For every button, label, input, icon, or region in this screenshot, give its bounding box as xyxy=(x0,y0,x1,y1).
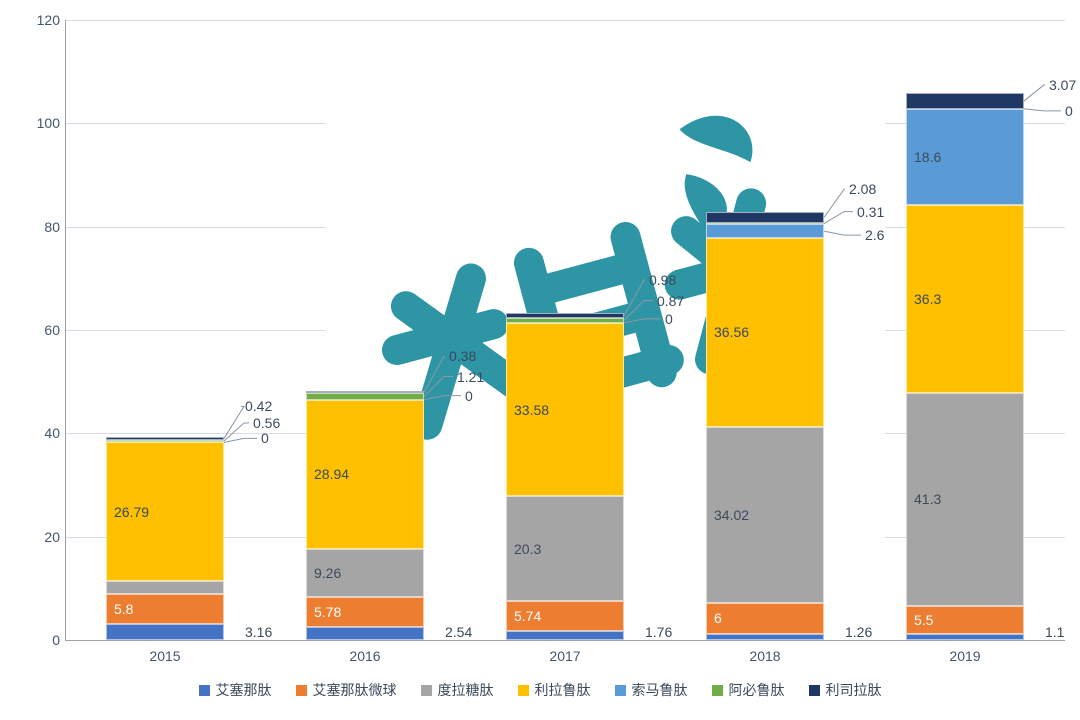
bar-segment xyxy=(706,212,824,223)
legend-item: 度拉糖肽 xyxy=(421,680,494,700)
data-label: 0.42 xyxy=(245,398,272,414)
bar-2019 xyxy=(906,20,1024,640)
legend-label: 度拉糖肽 xyxy=(438,682,494,698)
legend-item: 艾塞那肽 xyxy=(199,680,272,700)
data-label: 1.76 xyxy=(645,624,672,640)
data-label: 26.79 xyxy=(114,504,149,520)
y-axis-tick: 20 xyxy=(20,529,60,545)
legend-item: 艾塞那肽微球 xyxy=(296,680,397,700)
data-label: 1.26 xyxy=(845,624,872,640)
legend-label: 艾塞那肽微球 xyxy=(313,682,397,698)
x-axis-tick: 2019 xyxy=(905,648,1025,664)
legend-item: 利司拉肽 xyxy=(809,680,882,700)
bar-segment xyxy=(906,634,1024,640)
x-axis-tick: 2017 xyxy=(505,648,625,664)
data-label: 0.38 xyxy=(449,348,476,364)
legend-item: 利拉鲁肽 xyxy=(518,680,591,700)
legend-swatch xyxy=(296,685,307,696)
data-label: 9.26 xyxy=(314,565,341,581)
bar-segment xyxy=(106,437,224,439)
data-label: 5.5 xyxy=(914,612,933,628)
legend-swatch xyxy=(199,685,210,696)
data-label: 2.6 xyxy=(865,227,884,243)
legend-swatch xyxy=(421,685,432,696)
data-label: 28.94 xyxy=(314,466,349,482)
legend-swatch xyxy=(615,685,626,696)
data-label: 36.3 xyxy=(914,291,941,307)
legend-swatch xyxy=(518,685,529,696)
plot-area: 02040608010012020155.826.793.1600.560.42… xyxy=(65,20,1065,640)
data-label: 41.3 xyxy=(914,491,941,507)
stacked-bar-chart: 02040608010012020155.826.793.1600.560.42… xyxy=(65,20,1065,640)
data-label: 20.3 xyxy=(514,541,541,557)
data-label: 0 xyxy=(465,388,473,404)
bar-segment xyxy=(706,634,824,641)
bar-segment xyxy=(106,440,224,443)
y-axis-tick: 100 xyxy=(20,115,60,131)
bar-segment xyxy=(706,603,824,634)
data-label: 34.02 xyxy=(714,507,749,523)
bar-segment xyxy=(706,223,824,225)
bar-2016 xyxy=(306,20,424,640)
x-axis-tick: 2018 xyxy=(705,648,825,664)
data-label: 0 xyxy=(261,430,269,446)
data-label: 33.58 xyxy=(514,402,549,418)
data-label: 5.78 xyxy=(314,604,341,620)
bar-segment xyxy=(306,393,424,399)
bar-segment xyxy=(706,224,824,237)
data-label: 0 xyxy=(665,311,673,327)
legend-label: 利拉鲁肽 xyxy=(535,682,591,698)
legend-label: 艾塞那肽 xyxy=(216,682,272,698)
data-label: 3.07 xyxy=(1049,77,1076,93)
legend-swatch xyxy=(712,685,723,696)
data-label: 3.16 xyxy=(245,624,272,640)
y-axis-tick: 80 xyxy=(20,219,60,235)
bar-segment xyxy=(506,318,624,322)
x-axis-tick: 2015 xyxy=(105,648,225,664)
data-label: 2.08 xyxy=(849,181,876,197)
bar-segment xyxy=(906,93,1024,109)
bar-segment xyxy=(306,391,424,393)
legend: 艾塞那肽 艾塞那肽微球 度拉糖肽 利拉鲁肽 索马鲁肽 阿必鲁肽 利司拉肽 xyxy=(0,680,1080,700)
legend-label: 利司拉肽 xyxy=(826,682,882,698)
legend-label: 索马鲁肽 xyxy=(632,682,688,698)
y-axis-tick: 60 xyxy=(20,322,60,338)
data-label: 0.56 xyxy=(253,415,280,431)
data-label: 0 xyxy=(1065,103,1073,119)
legend-label: 阿必鲁肽 xyxy=(729,682,785,698)
data-label: 5.74 xyxy=(514,608,541,624)
bar-segment xyxy=(506,313,624,318)
data-label: 2.54 xyxy=(445,624,472,640)
data-label: 36.56 xyxy=(714,324,749,340)
data-label: 1.21 xyxy=(457,369,484,385)
y-axis-tick: 120 xyxy=(20,12,60,28)
legend-item: 索马鲁肽 xyxy=(615,680,688,700)
data-label: 5.8 xyxy=(114,601,133,617)
bar-segment xyxy=(106,624,224,640)
y-axis-tick: 40 xyxy=(20,425,60,441)
data-label: 0.98 xyxy=(649,272,676,288)
y-axis-tick: 0 xyxy=(20,632,60,648)
legend-swatch xyxy=(809,685,820,696)
data-label: 18.6 xyxy=(914,149,941,165)
data-label: 0.31 xyxy=(857,204,884,220)
bar-segment xyxy=(306,627,424,640)
data-label: 6 xyxy=(714,610,722,626)
data-label: 0.87 xyxy=(657,293,684,309)
x-axis-tick: 2016 xyxy=(305,648,425,664)
legend-item: 阿必鲁肽 xyxy=(712,680,785,700)
bar-2015 xyxy=(106,20,224,640)
bar-segment xyxy=(106,581,224,594)
bar-segment xyxy=(506,631,624,640)
data-label: 1.1 xyxy=(1045,624,1064,640)
